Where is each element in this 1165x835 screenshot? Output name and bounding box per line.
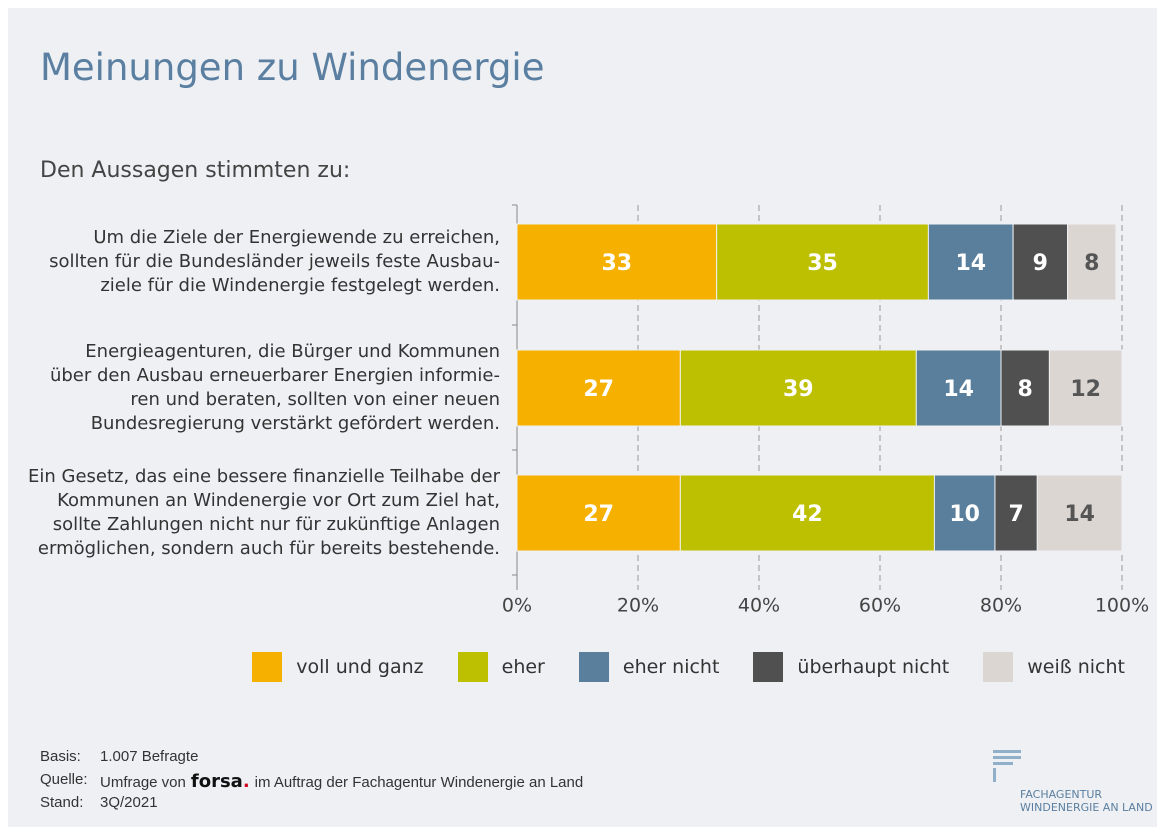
value-label: 7 bbox=[1008, 502, 1023, 527]
value-label: 9 bbox=[1033, 251, 1048, 276]
value-label: 27 bbox=[583, 502, 614, 527]
bar-segment bbox=[994, 474, 1038, 552]
category-label: Energieagenturen, die Bürger und Kommune… bbox=[49, 341, 500, 434]
value-label: 14 bbox=[955, 251, 986, 276]
brand-mark: . bbox=[242, 771, 250, 792]
date: 3Q/2021 bbox=[100, 794, 158, 811]
logo-icon bbox=[993, 750, 1021, 782]
bar-segment bbox=[927, 223, 1014, 301]
legend-swatch bbox=[578, 652, 609, 682]
source-prefix: Umfrage von bbox=[100, 774, 186, 791]
bar-segment bbox=[679, 474, 935, 552]
basis: 1.007 Befragte bbox=[100, 748, 199, 765]
value-label: 12 bbox=[1070, 377, 1101, 402]
value-label: 8 bbox=[1084, 251, 1099, 276]
legend-item: weiß nicht bbox=[983, 652, 1125, 682]
title: Meinungen zu Windenergie bbox=[40, 46, 545, 89]
bar-segment bbox=[1048, 349, 1123, 427]
value-label: 14 bbox=[943, 377, 974, 402]
bar-segment bbox=[716, 223, 929, 301]
date-label: Stand: bbox=[40, 794, 84, 811]
legend-label: eher bbox=[501, 656, 545, 678]
bar-segment bbox=[1000, 349, 1050, 427]
basis-label: Basis: bbox=[40, 748, 81, 765]
bar-segment bbox=[1012, 223, 1069, 301]
bar-segment bbox=[516, 223, 718, 301]
brand: forsa bbox=[190, 771, 243, 792]
x-tick-label: 20% bbox=[617, 595, 659, 617]
legend-label: überhaupt nicht bbox=[797, 656, 950, 678]
value-label: 27 bbox=[583, 377, 614, 402]
bar-segment bbox=[516, 349, 681, 427]
subtitle: Den Aussagen stimmten zu: bbox=[40, 158, 351, 183]
value-label: 35 bbox=[807, 251, 838, 276]
legend-label: voll und ganz bbox=[296, 656, 424, 678]
logo-text: FACHAGENTUR WINDENERGIE AN LAND bbox=[1020, 788, 1153, 814]
source-suffix: im Auftrag der Fachagentur Windenergie a… bbox=[254, 774, 584, 791]
source: Umfrage von forsa. im Auftrag der Fachag… bbox=[100, 771, 583, 792]
x-tick-label: 60% bbox=[859, 595, 901, 617]
value-label: 42 bbox=[792, 502, 823, 527]
bar-segment bbox=[1067, 223, 1117, 301]
category-label: Um die Ziele der Energiewende zu erreich… bbox=[49, 227, 500, 296]
legend-swatch bbox=[252, 652, 283, 682]
value-label: 33 bbox=[602, 251, 633, 276]
legend-label: weiß nicht bbox=[1027, 656, 1125, 678]
legend-swatch bbox=[983, 652, 1014, 682]
legend-item: überhaupt nicht bbox=[753, 652, 949, 682]
bar-segment bbox=[1036, 474, 1123, 552]
value-label: 14 bbox=[1064, 502, 1095, 527]
x-tick-label: 100% bbox=[1095, 595, 1149, 617]
legend-label: eher nicht bbox=[622, 656, 720, 678]
legend-swatch bbox=[753, 652, 784, 682]
legend-item: eher nicht bbox=[578, 652, 720, 682]
legend-item: eher bbox=[457, 652, 545, 682]
value-label: 39 bbox=[783, 377, 814, 402]
legend-item: voll und ganz bbox=[252, 652, 424, 682]
value-label: 8 bbox=[1018, 377, 1033, 402]
bar-segment bbox=[679, 349, 917, 427]
bar-segment bbox=[516, 474, 681, 552]
x-tick-label: 80% bbox=[980, 595, 1022, 617]
x-tick-label: 0% bbox=[502, 595, 532, 617]
legend: voll und ganz eher eher nicht überhaupt nic… bbox=[252, 652, 1125, 682]
value-label: 10 bbox=[949, 502, 980, 527]
legend-swatch bbox=[457, 652, 488, 682]
x-tick-label: 40% bbox=[738, 595, 780, 617]
category-label: Ein Gesetz, das eine bessere finanzielle… bbox=[28, 466, 500, 559]
bar-segment bbox=[915, 349, 1002, 427]
source-label: Quelle: bbox=[40, 771, 88, 788]
